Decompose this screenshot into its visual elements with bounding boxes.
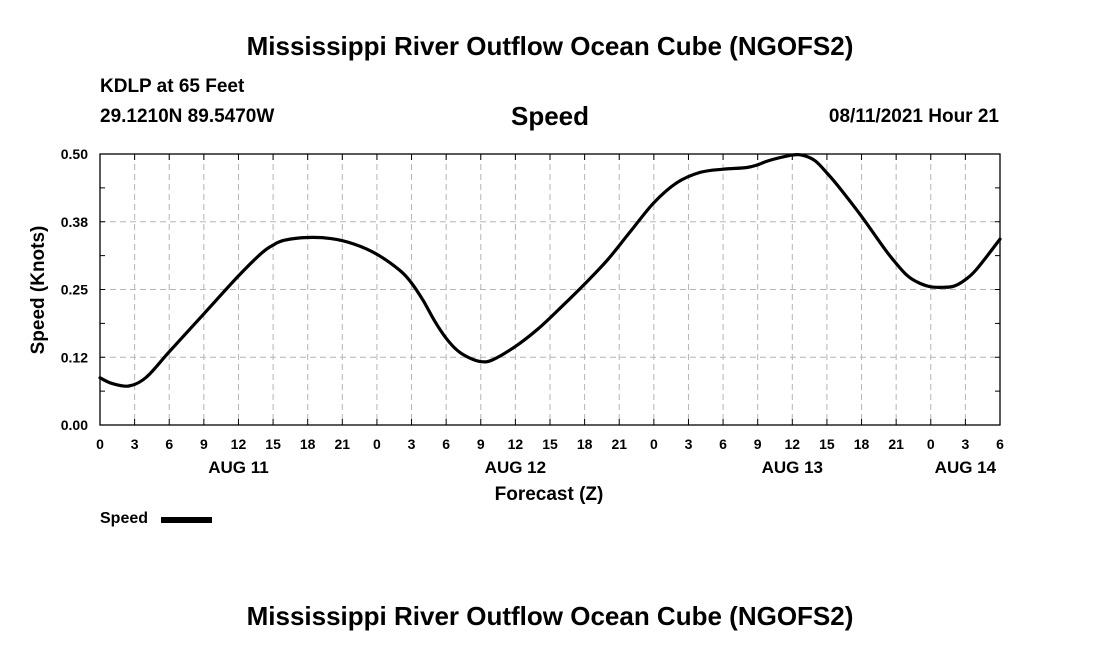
x-tick-label: 15 [819,436,835,452]
date-label: AUG 14 [935,458,997,477]
y-tick-label: 0.12 [61,349,88,365]
date-labels: AUG 11 AUG 12 AUG 13 AUG 14 [208,458,996,477]
x-tick-label: 0 [96,436,104,452]
legend-line-swatch [161,517,212,523]
x-tick-label: 9 [477,436,485,452]
x-tick-label: 18 [577,436,593,452]
x-tick-label: 18 [300,436,316,452]
x-tick-label: 9 [754,436,762,452]
x-tick-label: 3 [131,436,139,452]
coordinates-label: 29.1210N 89.5470W [100,106,275,127]
x-tick-label: 21 [888,436,904,452]
station-label: KDLP at 65 Feet [100,76,245,97]
x-tick-label: 0 [373,436,381,452]
x-tick-label: 6 [442,436,450,452]
date-label: AUG 13 [762,458,823,477]
y-tick-label: 0.00 [61,417,88,433]
x-tick-label: 3 [685,436,693,452]
x-tick-label: 15 [265,436,281,452]
date-label: AUG 11 [208,458,268,477]
x-tick-label: 21 [611,436,627,452]
x-tick-label: 6 [996,436,1004,452]
x-tick-label: 12 [231,436,247,452]
x-tick-label: 3 [408,436,416,452]
x-tick-label: 6 [719,436,727,452]
chart-title-top: Mississippi River Outflow Ocean Cube (NG… [246,31,854,61]
x-tick-label: 0 [650,436,658,452]
y-tick-label: 0.50 [61,146,88,162]
x-axis-label: Forecast (Z) [495,484,604,505]
speed-series-line [98,153,1002,388]
date-label: AUG 12 [485,458,546,477]
chart-title-bottom: Mississippi River Outflow Ocean Cube (NG… [246,601,854,631]
x-tick-label: 15 [542,436,558,452]
variable-title: Speed [510,101,590,131]
x-tick-label: 18 [854,436,870,452]
x-tick-label: 12 [508,436,524,452]
legend-label: Speed [100,510,149,527]
x-tick-label: 0 [927,436,935,452]
y-tick-label: 0.38 [61,214,88,230]
plot-frame [99,153,1001,426]
timestamp-label: 08/11/2021 Hour 21 [828,106,999,127]
x-tick-label: 3 [961,436,969,452]
y-tick-label: 0.25 [61,282,88,298]
grid-lines [100,154,1000,425]
x-tick-label: 21 [335,436,351,452]
x-tick-labels: 0 3 6 9 12 15 18 21 0 3 6 9 12 15 18 21 0 3 6 9 12 15 18 21 0 3 6 [96,436,1004,452]
x-tick-label: 6 [165,436,173,452]
y-axis-label: Speed (Knots) [28,226,49,355]
x-tick-label: 9 [200,436,208,452]
y-tick-labels: 0.00 0.12 0.25 0.38 0.50 [61,146,88,433]
x-tick-label: 12 [785,436,801,452]
